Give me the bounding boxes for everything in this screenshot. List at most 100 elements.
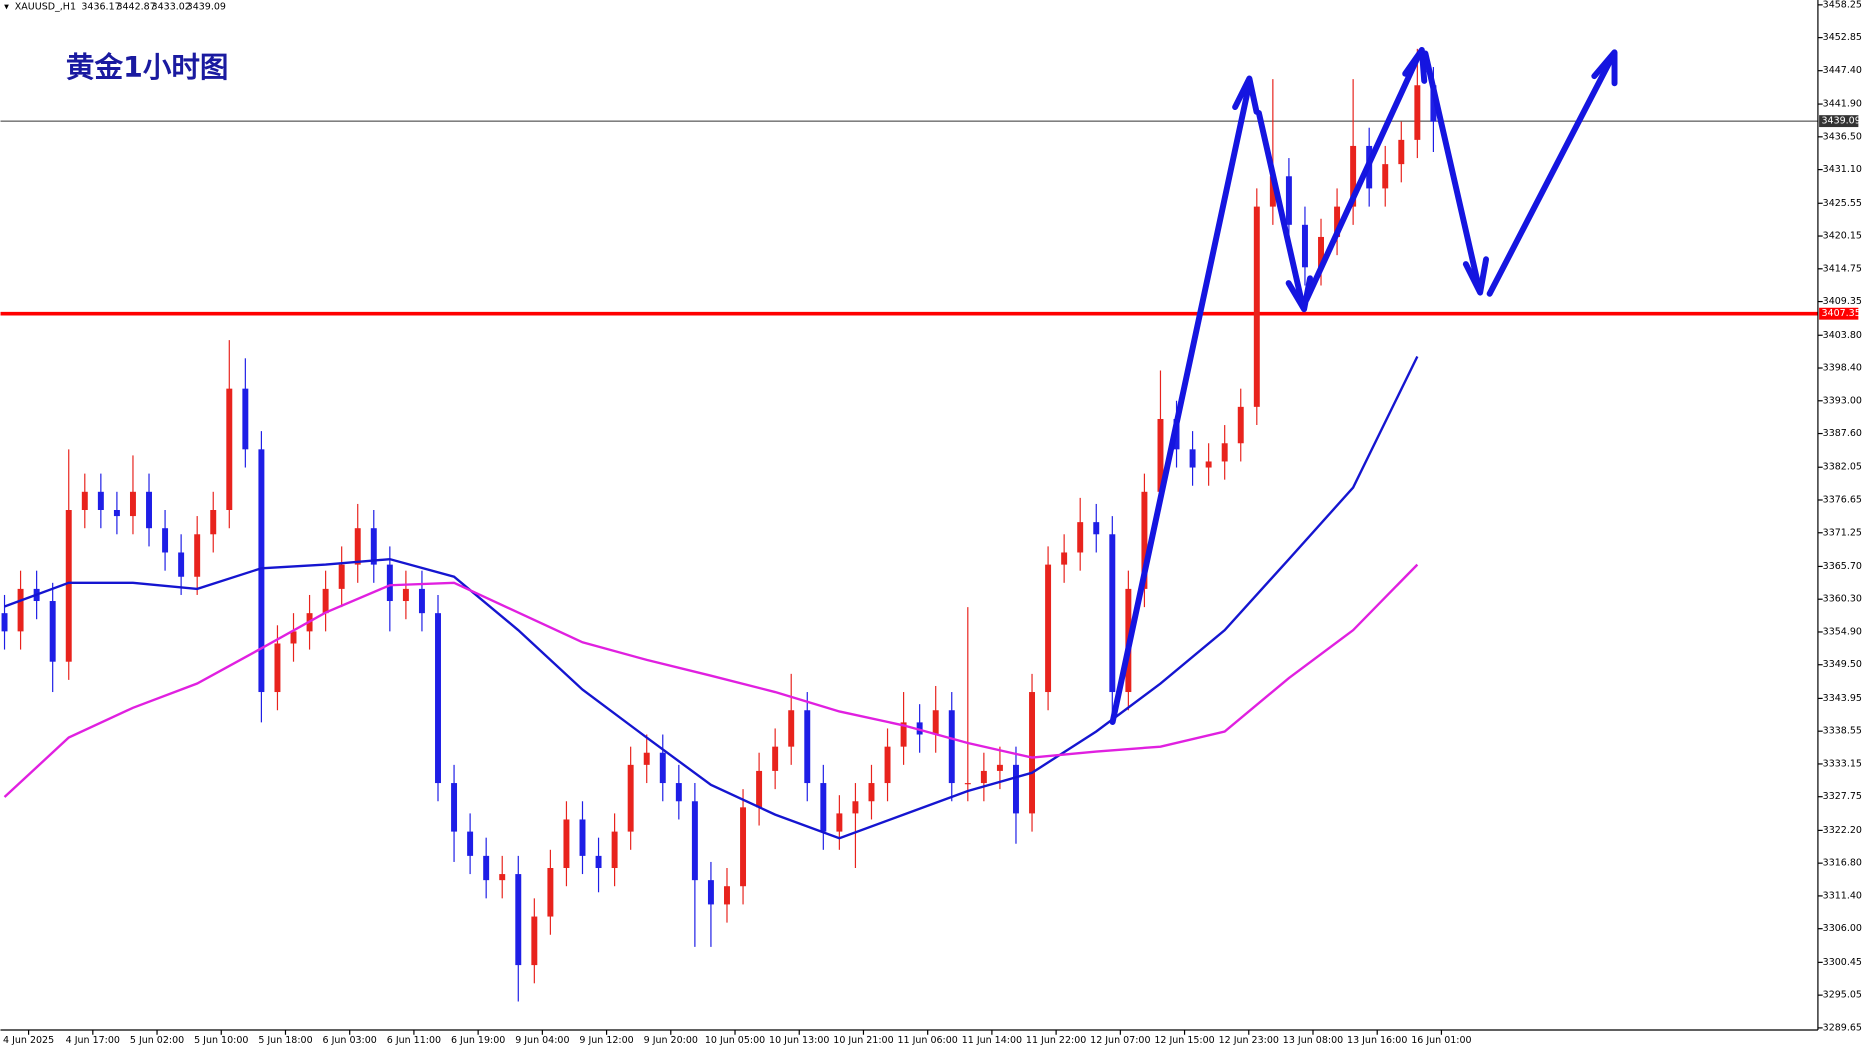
x-tick-label: 12 Jun 07:00 xyxy=(1090,1035,1150,1046)
arrow-head xyxy=(1285,275,1314,313)
x-tick-label: 9 Jun 20:00 xyxy=(644,1035,698,1046)
candle-body xyxy=(932,710,939,735)
candle-body xyxy=(322,588,329,614)
candle-body xyxy=(17,588,24,632)
y-tick-label: 3420.15 xyxy=(1823,231,1862,242)
candle-body xyxy=(1269,176,1276,207)
y-tick-label: 3354.90 xyxy=(1823,626,1862,637)
x-tick-label: 6 Jun 19:00 xyxy=(451,1035,505,1046)
x-tick-label: 4 Jun 17:00 xyxy=(66,1035,120,1046)
y-tick-label: 3452.85 xyxy=(1823,32,1862,43)
symbol: XAUUSD_,H1 xyxy=(15,2,76,13)
x-tick-label: 9 Jun 12:00 xyxy=(579,1035,633,1046)
candle-body xyxy=(1045,564,1052,693)
candle-body xyxy=(1205,461,1212,468)
x-tick-label: 6 Jun 03:00 xyxy=(323,1035,377,1046)
triangle-icon: ▾ xyxy=(4,2,9,13)
y-tick-label: 3300.45 xyxy=(1823,957,1862,968)
candle-body xyxy=(980,770,987,784)
y-tick-label: 3306.00 xyxy=(1823,923,1862,934)
price-level-label: 3407.35 xyxy=(1821,308,1860,319)
axes: 3458.25 3452.85 3447.40 3441.90 3436.50 3431.… xyxy=(3,0,1862,1046)
candle-body xyxy=(418,588,425,614)
candle-body xyxy=(483,855,490,881)
x-tick-label: 10 Jun 13:00 xyxy=(769,1035,829,1046)
candle-body xyxy=(451,783,458,832)
header-value: 3439.09 xyxy=(187,2,226,13)
x-tick-label: 11 Jun 22:00 xyxy=(1026,1035,1086,1046)
candle-body xyxy=(65,510,72,662)
moving-average xyxy=(4,355,1419,840)
candle-body xyxy=(81,491,88,511)
x-tick-label: 11 Jun 06:00 xyxy=(897,1035,957,1046)
arrow xyxy=(1486,54,1616,297)
y-tick-label: 3333.15 xyxy=(1823,758,1862,769)
moving-average xyxy=(3,563,1419,798)
y-tick-label: 3441.90 xyxy=(1823,99,1862,110)
y-tick-label: 3398.40 xyxy=(1823,363,1862,374)
candle-body xyxy=(49,601,56,662)
header-value: 3433.02 xyxy=(152,2,191,13)
candle-body xyxy=(707,880,714,905)
candle-body xyxy=(836,813,843,832)
price-level-box xyxy=(1819,115,1859,128)
y-tick-label: 3316.80 xyxy=(1823,858,1862,869)
candle-body xyxy=(178,552,185,577)
candle-body xyxy=(402,588,409,602)
candle-body xyxy=(354,528,361,565)
candle-body xyxy=(1013,764,1019,814)
annotation-arrows xyxy=(1109,46,1618,725)
candle-body xyxy=(1382,164,1389,189)
y-tick-label: 3365.70 xyxy=(1823,561,1862,572)
arrow xyxy=(1109,80,1253,725)
x-tick-label: 9 Jun 04:00 xyxy=(515,1035,569,1046)
candle-body xyxy=(226,388,233,511)
y-tick-label: 3403.80 xyxy=(1823,330,1862,341)
y-tick-label: 3349.50 xyxy=(1823,659,1862,670)
candle-body xyxy=(531,916,538,966)
arrow-head xyxy=(1462,256,1490,296)
y-tick-label: 3295.05 xyxy=(1823,990,1862,1001)
arrow xyxy=(1255,110,1306,310)
candle-body xyxy=(162,528,169,553)
y-tick-label: 3425.55 xyxy=(1823,198,1862,209)
candle-body xyxy=(1237,406,1244,444)
x-tick-label: 6 Jun 11:00 xyxy=(387,1035,441,1046)
x-tick-label: 5 Jun 18:00 xyxy=(258,1035,312,1046)
chart-title: 黄金1小时图 xyxy=(66,51,229,84)
candle-body xyxy=(964,783,971,785)
candle-body xyxy=(884,746,891,784)
candle-body xyxy=(868,783,875,802)
candle-body xyxy=(643,752,650,765)
candle-body xyxy=(595,855,602,869)
x-tick-label: 12 Jun 23:00 xyxy=(1219,1035,1279,1046)
candle-body xyxy=(611,831,618,869)
candle-body xyxy=(772,746,779,771)
y-tick-label: 3338.55 xyxy=(1823,726,1862,737)
candle-body xyxy=(563,819,570,869)
candle-body xyxy=(386,564,393,602)
x-tick-label: 11 Jun 14:00 xyxy=(962,1035,1022,1046)
candle-body xyxy=(900,722,907,747)
arrow-head xyxy=(1591,49,1618,87)
arrow-head xyxy=(1402,46,1428,84)
x-tick-label: 10 Jun 21:00 xyxy=(833,1035,893,1046)
candle-body xyxy=(1430,85,1437,122)
candle-body xyxy=(1301,224,1308,268)
candle-body xyxy=(242,388,249,450)
y-tick-label: 3414.75 xyxy=(1823,263,1862,274)
candle-body xyxy=(996,764,1003,771)
candle-body xyxy=(1157,418,1164,492)
arrow xyxy=(1422,50,1482,291)
y-tick-label: 3382.05 xyxy=(1823,462,1862,473)
candle-body xyxy=(1189,449,1196,468)
x-tick-label: 5 Jun 10:00 xyxy=(194,1035,248,1046)
candle-body xyxy=(467,831,474,856)
price-level-box xyxy=(1819,307,1859,320)
x-tick-label: 16 Jun 01:00 xyxy=(1411,1035,1471,1046)
candle-body xyxy=(258,449,265,693)
candle-body xyxy=(724,886,730,905)
candle-body xyxy=(515,874,522,966)
